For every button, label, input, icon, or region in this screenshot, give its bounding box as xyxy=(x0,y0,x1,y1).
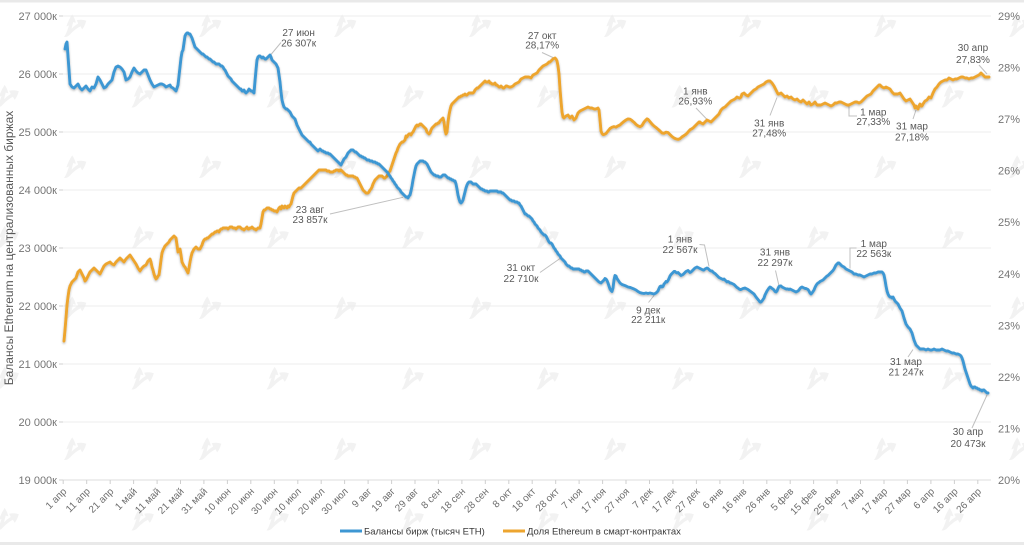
svg-text:27,33%: 27,33% xyxy=(856,117,890,128)
svg-text:23 857к: 23 857к xyxy=(293,215,329,226)
svg-text:23%: 23% xyxy=(998,320,1020,332)
svg-text:26 307к: 26 307к xyxy=(281,38,317,49)
svg-text:30 апр: 30 апр xyxy=(958,43,989,54)
svg-text:20 000к: 20 000к xyxy=(19,417,58,429)
svg-text:Доля Ethereum в смарт-контракт: Доля Ethereum в смарт-контрактах xyxy=(527,527,681,538)
svg-text:22%: 22% xyxy=(998,372,1020,384)
svg-text:27 июн: 27 июн xyxy=(282,28,315,39)
svg-text:Балансы бирж (тысяч ETH): Балансы бирж (тысяч ETH) xyxy=(364,527,485,538)
svg-text:22 211к: 22 211к xyxy=(631,315,666,326)
svg-text:21 247к: 21 247к xyxy=(889,368,925,379)
svg-text:Балансы Ethereum на централизо: Балансы Ethereum на централизованных бир… xyxy=(2,111,16,386)
svg-text:26%: 26% xyxy=(998,166,1020,178)
svg-text:29%: 29% xyxy=(998,11,1020,23)
svg-text:27,18%: 27,18% xyxy=(895,132,929,143)
svg-text:21 000к: 21 000к xyxy=(19,359,58,371)
svg-text:24%: 24% xyxy=(998,269,1020,281)
svg-text:27 000к: 27 000к xyxy=(19,11,58,23)
svg-text:31 окт: 31 окт xyxy=(507,263,536,274)
svg-text:31 янв: 31 янв xyxy=(760,248,790,259)
svg-text:25%: 25% xyxy=(998,217,1020,229)
svg-text:31 мар: 31 мар xyxy=(896,122,928,133)
svg-text:1 мар: 1 мар xyxy=(860,107,887,118)
svg-text:1 янв: 1 янв xyxy=(668,235,693,246)
svg-text:20%: 20% xyxy=(998,475,1020,487)
svg-text:28%: 28% xyxy=(998,63,1020,75)
svg-text:28,17%: 28,17% xyxy=(525,41,559,52)
svg-text:21%: 21% xyxy=(998,424,1020,436)
svg-text:26,93%: 26,93% xyxy=(678,97,712,108)
svg-text:23 авг: 23 авг xyxy=(296,205,325,216)
svg-text:20 473к: 20 473к xyxy=(951,439,987,450)
svg-text:9 дек: 9 дек xyxy=(636,306,661,317)
svg-text:31 мар: 31 мар xyxy=(890,357,922,368)
svg-text:23 000к: 23 000к xyxy=(19,243,58,255)
svg-text:25 000к: 25 000к xyxy=(19,127,58,139)
svg-text:27,83%: 27,83% xyxy=(956,55,990,66)
svg-text:22 297к: 22 297к xyxy=(758,258,794,269)
svg-text:27%: 27% xyxy=(998,114,1020,126)
svg-text:22 000к: 22 000к xyxy=(19,301,58,313)
svg-text:1 мар: 1 мар xyxy=(861,239,888,250)
svg-text:27,48%: 27,48% xyxy=(752,128,786,139)
svg-text:22 567к: 22 567к xyxy=(663,245,699,256)
svg-text:22 710к: 22 710к xyxy=(504,274,540,285)
svg-text:31 янв: 31 янв xyxy=(754,118,784,129)
svg-text:22 563к: 22 563к xyxy=(856,249,892,260)
svg-text:1 янв: 1 янв xyxy=(683,87,708,98)
svg-text:26 000к: 26 000к xyxy=(19,69,58,81)
svg-text:27 окт: 27 окт xyxy=(528,31,557,42)
svg-text:24 000к: 24 000к xyxy=(19,185,58,197)
svg-text:30 апр: 30 апр xyxy=(953,427,984,438)
svg-text:19 000к: 19 000к xyxy=(19,475,58,487)
